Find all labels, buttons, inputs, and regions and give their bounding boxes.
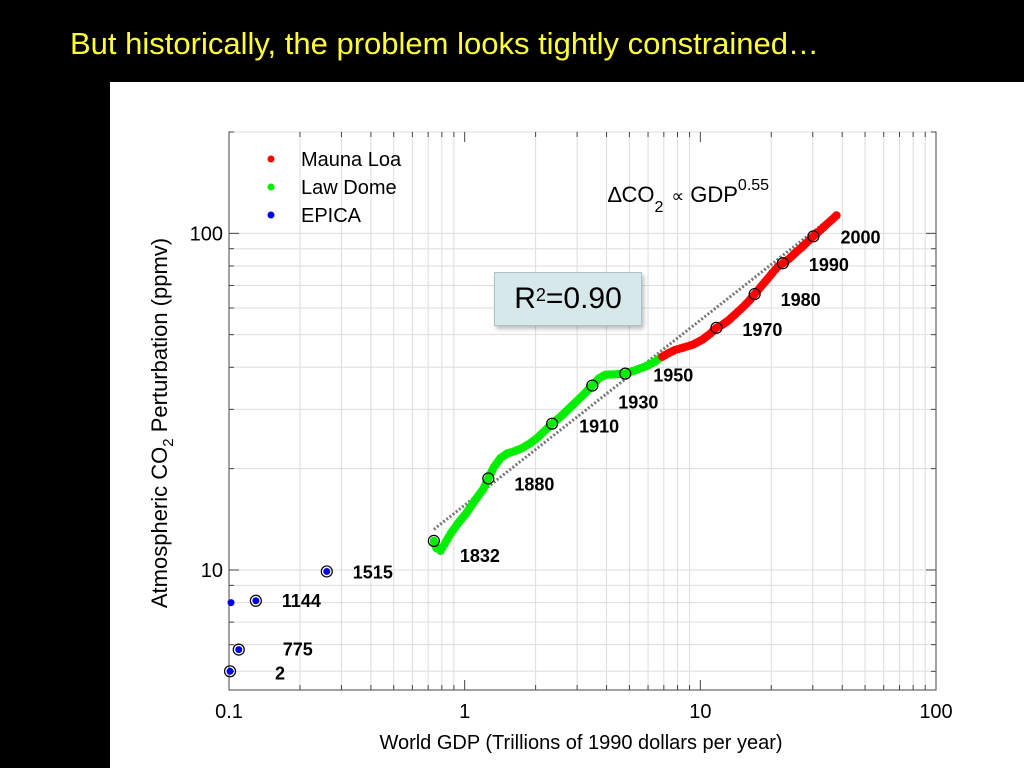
y-axis-label-sub: 2 [160,438,177,446]
year-label-1880: 1880 [514,474,554,494]
y-axis-label: Atmospheric CO2 Perturbation (ppmv) [147,238,177,608]
year-label-1832: 1832 [460,546,500,566]
grid-lines [229,131,936,690]
year-marker [427,534,440,548]
x-tick-label: 10 [689,701,711,723]
year-label-1980: 1980 [781,290,821,310]
epica-point [226,667,234,675]
year-label-1144: 1144 [282,591,321,611]
year-label-1970: 1970 [742,320,782,340]
y-tick-label: 10 [201,560,223,582]
formula-sub: 2 [654,199,663,216]
x-axis-label: World GDP (Trillions of 1990 dollars per… [379,732,782,754]
y-tick-label: 100 [190,223,223,245]
power-law-formula: ∆CO2 ∝ GDP0.55 [608,177,769,216]
mauna-loa-point [832,211,841,220]
year-labels: 2 775 1144 1515 1832 1880 1910 1930 1950 1970 1980… [275,227,880,683]
formula-exponent: 0.55 [738,177,769,194]
legend-label-law-dome: Law Dome [301,177,397,199]
year-marker [320,565,333,578]
year-label-2: 2 [275,663,285,683]
formula-prop: ∝ [671,186,684,206]
formula-gdp: GDP [690,182,738,207]
axis-ticks [228,131,936,690]
tick-labels: 0.1 1 10 100 10 100 [190,223,953,723]
epica-point [227,599,235,607]
legend-dot-mauna-loa [267,155,275,163]
legend-dot-epica [267,211,275,219]
epica-point [252,597,260,605]
epica-point [323,567,331,575]
r2-value: =0.90 [545,282,622,315]
legend-label-epica: EPICA [301,205,362,227]
year-label-2000: 2000 [840,227,880,247]
slide-title: But historically, the problem looks tigh… [70,26,819,61]
x-tick-label: 1 [459,701,470,723]
year-label-1930: 1930 [618,393,658,413]
year-label-1910: 1910 [579,417,619,437]
year-marker [249,594,262,607]
year-marker [748,287,761,301]
y-axis-label-post: Perturbation (ppmv) [147,238,172,439]
year-marker [807,230,820,243]
year-marker [619,367,632,380]
year-marker [710,321,723,334]
year-label-775: 775 [283,640,313,660]
year-label-1950: 1950 [653,366,693,386]
r2-sup: 2 [535,284,546,305]
year-label-1515: 1515 [353,562,393,582]
x-tick-label: 0.1 [215,701,243,723]
formula-delta-co: ∆CO [608,182,654,207]
legend: Mauna Loa Law Dome EPICA [267,149,402,227]
year-marker [776,257,789,270]
r2-label: R [514,282,536,315]
year-marker [232,643,245,656]
year-marker [223,665,237,678]
epica-point [235,646,243,654]
data-points [226,211,841,675]
y-axis-label-pre: Atmospheric CO [147,447,172,608]
annotation-markers [223,230,820,678]
year-marker [546,417,559,430]
year-marker [586,379,599,392]
r-squared-box: R 2 =0.90 [494,272,642,326]
year-label-1990: 1990 [809,255,849,275]
legend-dot-law-dome [267,183,275,191]
x-tick-label: 100 [919,701,952,723]
year-marker [482,472,495,485]
legend-label-mauna-loa: Mauna Loa [301,149,402,171]
